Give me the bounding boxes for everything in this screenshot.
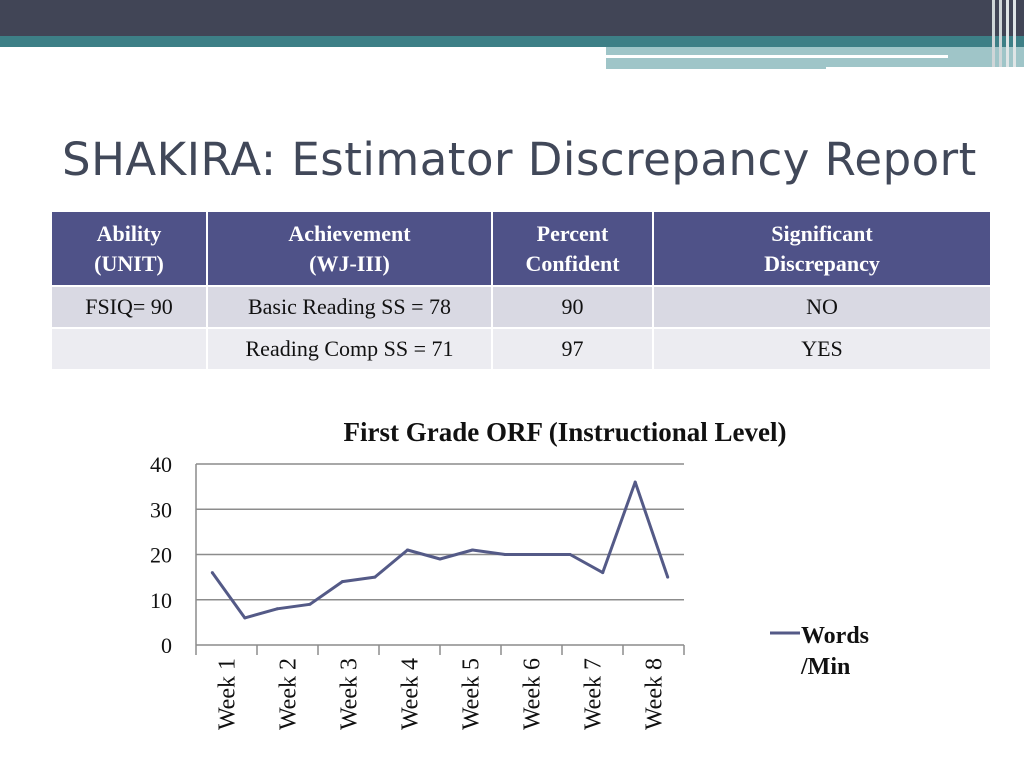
header-significant-line2: Discrepancy bbox=[764, 250, 880, 276]
data-point bbox=[340, 580, 344, 584]
cell-ability: FSIQ= 90 bbox=[52, 285, 208, 328]
cell-ability bbox=[52, 327, 208, 369]
band-stripe-2 bbox=[606, 66, 826, 69]
header-ability-line2: (UNIT) bbox=[94, 250, 164, 276]
header-ability: Ability (UNIT) bbox=[52, 212, 208, 286]
data-point bbox=[601, 571, 605, 575]
header-achievement-line2: (WJ-III) bbox=[309, 250, 390, 276]
dark-band bbox=[0, 0, 1024, 36]
band-vline-4 bbox=[1013, 0, 1016, 67]
header-achievement-line1: Achievement bbox=[288, 220, 411, 246]
x-tick-label: Week 7 bbox=[581, 658, 607, 730]
legend-label-line2: /Min bbox=[800, 654, 850, 680]
y-tick-label: 20 bbox=[150, 543, 172, 568]
cell-significant: NO bbox=[653, 285, 990, 328]
header-percent-line1: Percent bbox=[536, 220, 609, 246]
band-vline-1 bbox=[992, 0, 995, 67]
data-point bbox=[210, 571, 214, 575]
y-tick-label: 10 bbox=[150, 588, 172, 613]
cell-achievement: Reading Comp SS = 71 bbox=[207, 327, 493, 369]
header-significant-discrepancy: Significant Discrepancy bbox=[653, 212, 990, 286]
x-tick-label: Week 1 bbox=[215, 658, 241, 730]
data-point bbox=[308, 602, 312, 606]
cell-achievement: Basic Reading SS = 78 bbox=[207, 285, 493, 328]
data-point bbox=[536, 553, 540, 556]
header-ability-line1: Ability bbox=[96, 220, 162, 246]
header-percent-confident: Percent Confident bbox=[492, 212, 654, 286]
x-tick-label: Week 3 bbox=[337, 658, 363, 730]
teal-band bbox=[0, 36, 1024, 47]
chart-title: First Grade ORF (Instructional Level) bbox=[344, 417, 787, 447]
x-tick-label: Week 6 bbox=[520, 658, 546, 730]
x-tick-label: Week 2 bbox=[276, 658, 302, 730]
band-vline-2 bbox=[999, 0, 1002, 67]
x-tick-label: Week 4 bbox=[398, 658, 424, 730]
data-point bbox=[503, 553, 507, 556]
header-achievement: Achievement (WJ-III) bbox=[207, 212, 493, 286]
data-point bbox=[406, 548, 409, 552]
table-header-row: Ability (UNIT) Achievement (WJ-III) Perc… bbox=[52, 212, 990, 286]
data-point bbox=[438, 557, 442, 561]
data-point bbox=[373, 575, 377, 579]
cell-percent: 97 bbox=[492, 327, 654, 369]
x-tick-label: Week 5 bbox=[459, 658, 485, 730]
data-point bbox=[275, 607, 279, 611]
band-stripe bbox=[606, 55, 948, 58]
y-tick-label: 0 bbox=[161, 633, 172, 658]
y-tick-label: 30 bbox=[150, 497, 172, 522]
top-decorative-band bbox=[0, 0, 1024, 69]
header-significant-line1: Significant bbox=[771, 220, 873, 246]
cell-percent: 90 bbox=[492, 285, 654, 328]
data-point bbox=[633, 480, 637, 484]
legend-label-line1: Words bbox=[801, 623, 869, 649]
data-point bbox=[243, 616, 247, 620]
data-point bbox=[471, 548, 474, 552]
x-tick-label: Week 8 bbox=[642, 658, 668, 730]
header-percent-line2: Confident bbox=[525, 250, 620, 276]
band-vline-3 bbox=[1006, 0, 1009, 67]
series-line-words-per-min bbox=[211, 480, 670, 620]
y-tick-label: 40 bbox=[150, 452, 172, 477]
table-row: Reading Comp SS = 71 97 YES bbox=[52, 327, 990, 369]
slide-title: SHAKIRA: Estimator Discrepancy Report bbox=[62, 133, 977, 186]
table-row: FSIQ= 90 Basic Reading SS = 78 90 NO bbox=[52, 285, 990, 328]
cell-significant: YES bbox=[653, 327, 990, 369]
data-point bbox=[666, 575, 670, 579]
data-point bbox=[568, 553, 572, 556]
discrepancy-table: Ability (UNIT) Achievement (WJ-III) Perc… bbox=[52, 212, 990, 369]
